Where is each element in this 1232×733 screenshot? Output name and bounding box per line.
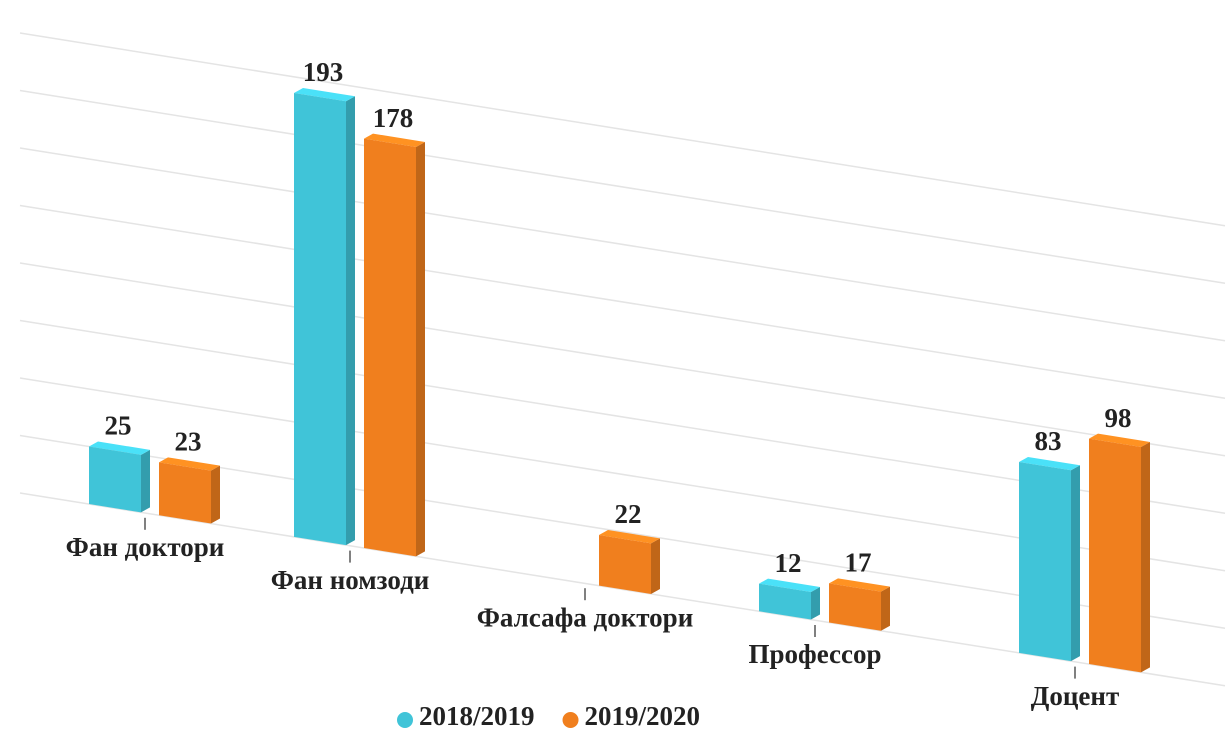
legend-swatch	[397, 712, 413, 728]
legend-label: 2018/2019	[419, 701, 535, 731]
bar	[1089, 438, 1141, 673]
data-label: 98	[1105, 403, 1132, 433]
bar-top	[294, 87, 355, 102]
bar	[829, 583, 881, 631]
data-label: 17	[845, 548, 872, 578]
bar-top	[759, 578, 820, 592]
x-tick-label: Фан доктори	[66, 532, 225, 562]
bar	[89, 446, 141, 513]
bar-top	[1089, 433, 1150, 447]
data-label: 12	[775, 548, 802, 578]
x-tick-label: Фан номзоди	[271, 565, 430, 595]
grid-line	[19, 32, 1226, 227]
bar-side	[651, 538, 660, 594]
data-label: 25	[105, 411, 132, 441]
bar-side	[211, 465, 220, 524]
bar	[364, 138, 416, 557]
bar-side	[1141, 441, 1150, 673]
bar-top	[599, 530, 660, 544]
bar-top	[159, 457, 220, 471]
bar	[759, 583, 811, 620]
x-tick-label: Доцент	[1031, 681, 1119, 711]
bar-top	[1019, 456, 1080, 471]
bar	[1019, 461, 1071, 662]
bar	[294, 92, 346, 546]
grid-line	[19, 204, 1226, 400]
data-label: 23	[175, 427, 202, 457]
bar-side	[1071, 465, 1080, 662]
bar-side	[346, 96, 355, 546]
bar-top	[829, 578, 890, 592]
grid-line	[19, 147, 1226, 342]
data-label: 83	[1035, 426, 1062, 456]
bar-top	[364, 133, 425, 147]
legend-label: 2019/2020	[585, 701, 701, 731]
bar-side	[811, 586, 820, 620]
bar-side	[416, 141, 425, 557]
x-tick-label: Профессор	[749, 639, 882, 669]
data-label: 178	[373, 103, 414, 133]
grid-line	[19, 262, 1226, 457]
bar	[159, 462, 211, 524]
bar-side	[141, 449, 150, 513]
legend-swatch	[562, 712, 579, 728]
bar	[599, 535, 651, 594]
bar-top	[89, 441, 150, 455]
data-label: 22	[615, 499, 642, 529]
x-tick-label: Фалсафа доктори	[477, 602, 694, 632]
data-label: 193	[303, 57, 344, 87]
grid-line	[19, 89, 1226, 285]
bar-side	[881, 586, 890, 631]
